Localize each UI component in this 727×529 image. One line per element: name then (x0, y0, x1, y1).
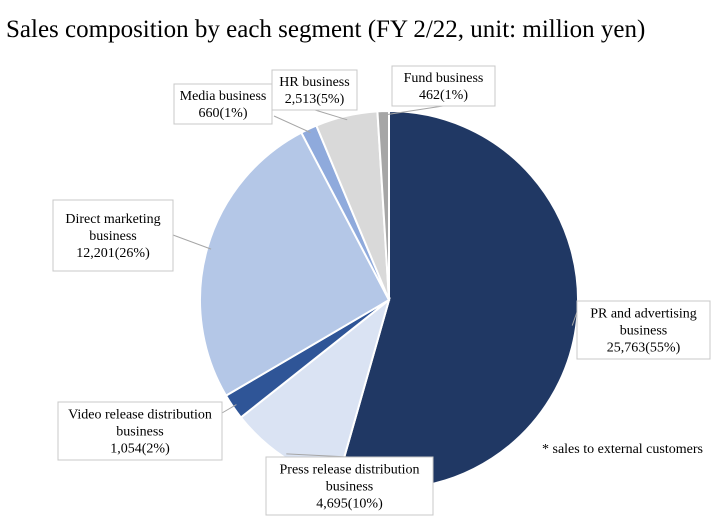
leader-line-0 (571, 311, 578, 326)
data-label-4-line-0: Media business (180, 89, 267, 104)
leader-line-4 (273, 115, 311, 133)
label-box-3 (52, 199, 174, 272)
data-label-2-line-0: Video release distribution (68, 408, 212, 423)
leader-line-5 (314, 109, 348, 121)
leader-line-2 (221, 404, 237, 414)
data-label-2-line-2: 1,054(2%) (110, 442, 170, 457)
pie-slice-6 (376, 109, 390, 301)
label-box-1 (265, 456, 434, 516)
data-label-4-line-1: 660(1%) (199, 106, 248, 121)
data-label-5-line-1: 2,513(5%) (285, 92, 345, 107)
label-box-0 (576, 300, 711, 360)
leader-line-3 (172, 234, 212, 250)
data-label-1-line-0: Press release distribution (280, 463, 420, 478)
data-label-0-line-1: business (620, 324, 667, 339)
data-label-2-line-1: business (116, 425, 163, 440)
data-label-3-line-2: 12,201(26%) (76, 246, 150, 261)
data-label-1-line-1: business (326, 480, 373, 495)
leader-line-1 (286, 453, 350, 458)
label-box-4 (173, 83, 273, 125)
data-label-0-line-0: PR and advertising (590, 307, 697, 322)
label-box-2 (57, 401, 223, 461)
data-label-6-line-1: 462(1%) (419, 88, 468, 103)
data-label-6-line-0: Fund business (404, 71, 484, 86)
data-label-0-line-2: 25,763(55%) (607, 341, 681, 356)
data-label-3-line-1: business (89, 229, 136, 244)
slice-labels: PR and advertising business 25,763(55%) Pre… (52, 65, 711, 516)
label-box-6 (391, 65, 496, 107)
chart-title: Sales composition by each segment (FY 2/… (6, 16, 645, 43)
label-box-5 (271, 69, 358, 111)
leader-line-6 (383, 105, 444, 116)
data-label-1-line-2: 4,695(10%) (316, 497, 383, 512)
chart-note: * sales to external customers (542, 442, 703, 457)
leader-lines (172, 105, 578, 458)
data-label-3-line-0: Direct marketing (65, 212, 160, 227)
pie-slices (199, 109, 579, 490)
data-label-5-line-0: HR business (279, 75, 349, 90)
